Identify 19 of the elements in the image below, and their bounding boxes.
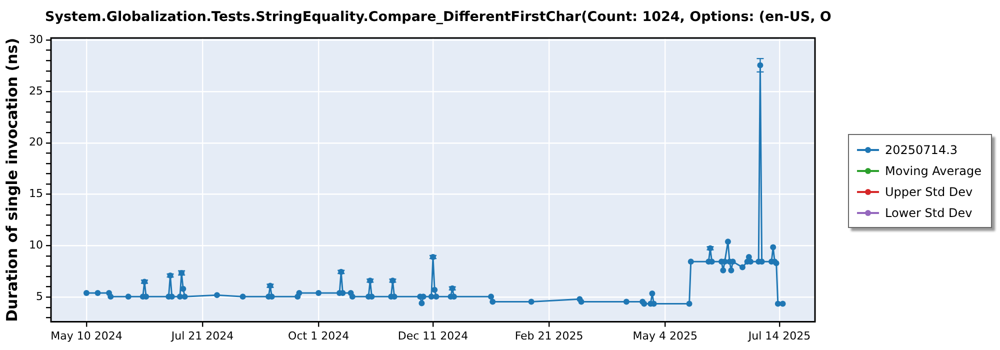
y-axis-title: Duration of single invocation (ns) [2,38,21,322]
y-tick-label: 10 [28,238,43,252]
y-tick-label: 5 [36,290,43,303]
x-tick-label: Dec 11 2024 [398,329,468,342]
legend-label: Lower Std Dev [885,206,972,220]
x-tick-label: May 10 2024 [50,329,122,342]
x-tick-label: Jul 21 2024 [170,329,234,342]
x-tick-label: Oct 1 2024 [288,329,350,342]
x-tick-label: Feb 21 2025 [514,329,584,342]
y-tick-label: 25 [28,84,43,98]
y-tick-label: 15 [28,187,43,200]
legend-label: Moving Average [885,164,982,178]
y-tick-label: 20 [28,136,43,149]
x-tick-label: Jul 14 2025 [747,329,811,342]
legend-label: 20250714.3 [885,142,958,156]
x-tick-label: May 4 2025 [632,329,698,342]
chart-title: System.Globalization.Tests.StringEquality.Compare_DifferentFirstChar(Count: 1024, Options: (en-US, O [45,9,832,25]
y-tick-label: 30 [28,32,43,46]
legend-label: Upper Std Dev [885,184,973,198]
